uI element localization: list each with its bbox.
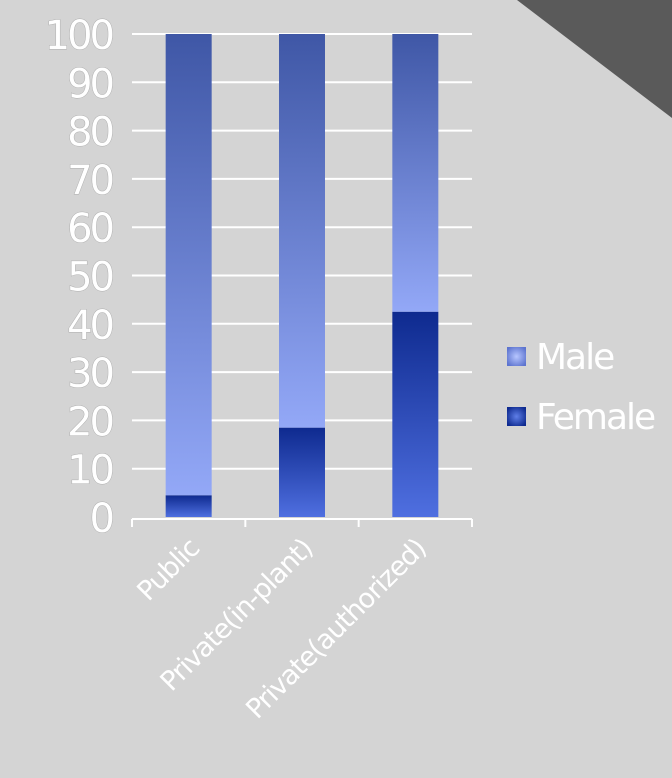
y-tick-label: 10	[67, 448, 112, 494]
bar-male-0	[165, 34, 212, 496]
category-label: Public	[131, 533, 205, 607]
y-tick-label: 100	[45, 13, 113, 59]
y-tick-label: 0	[90, 496, 113, 542]
bar-male-2	[392, 34, 439, 312]
y-tick-label: 30	[67, 351, 112, 397]
legend-swatch-male	[507, 347, 526, 366]
legend-label-female: Female	[536, 397, 655, 438]
corner-decoration	[517, 0, 672, 118]
y-tick-label: 90	[67, 61, 112, 107]
bars	[165, 34, 439, 517]
bar-female-1	[279, 427, 325, 517]
legend-swatch-female	[507, 407, 526, 426]
y-tick-label: 20	[67, 399, 112, 445]
y-tick-label: 50	[67, 255, 112, 301]
y-tick-label: 70	[67, 158, 112, 204]
category-labels: PublicPrivate(in-plant)Private(authorize…	[131, 533, 432, 725]
y-tick-label: 80	[67, 110, 112, 156]
legend: Male Female	[507, 337, 657, 438]
y-tick-label: 40	[67, 303, 112, 349]
y-tick-label: 60	[67, 206, 112, 252]
bar-female-0	[165, 495, 212, 517]
bar-male-1	[279, 34, 325, 428]
legend-label-male: Male	[536, 337, 614, 378]
x-axis	[131, 518, 473, 527]
bar-female-2	[392, 311, 439, 517]
